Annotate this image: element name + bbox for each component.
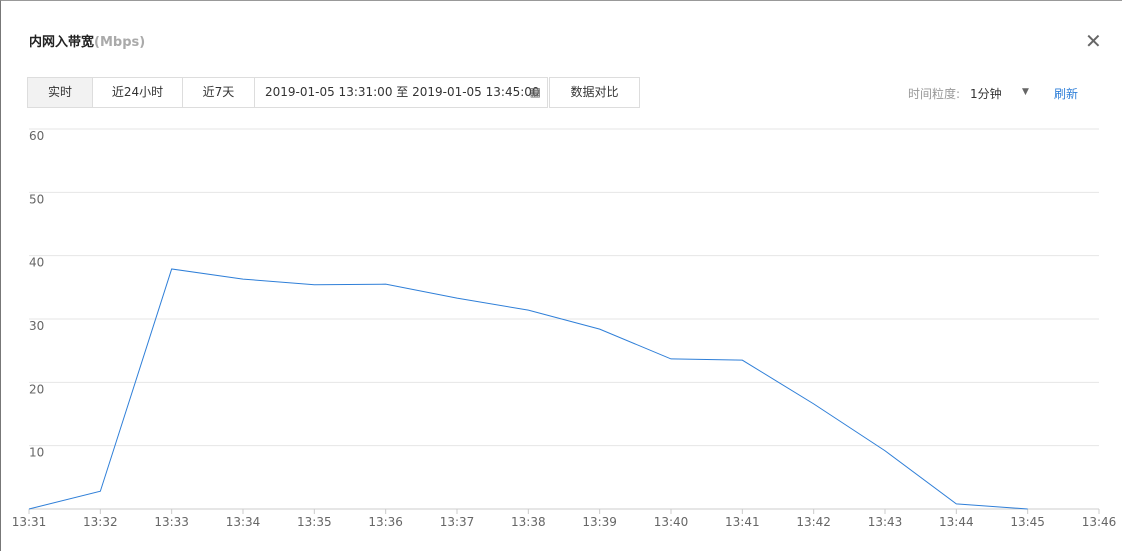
x-tick-label: 13:42 bbox=[796, 515, 831, 529]
data-line bbox=[28, 268, 1028, 510]
y-tick-label: 20 bbox=[29, 382, 44, 396]
date-picker[interactable]: 2019-01-05 13:31:00 至 2019-01-05 13:45:0… bbox=[254, 77, 548, 108]
x-tick-label: 13:40 bbox=[654, 515, 689, 529]
x-tick-label: 13:39 bbox=[582, 515, 617, 529]
x-tick-label: 13:46 bbox=[1082, 515, 1117, 529]
calendar-icon: ▦ bbox=[529, 85, 541, 99]
y-tick-label: 50 bbox=[29, 192, 44, 206]
toolbar: 实时 近24小时 近7天 2019-01-05 13:31:00 至 2019-… bbox=[27, 77, 640, 108]
x-tick-label: 13:36 bbox=[368, 515, 403, 529]
title-text: 内网入带宽 bbox=[29, 35, 95, 50]
close-button[interactable]: ✕ bbox=[1085, 29, 1102, 53]
x-tick-label: 13:43 bbox=[868, 515, 903, 529]
x-tick-label: 13:34 bbox=[226, 515, 261, 529]
x-tick-label: 13:44 bbox=[939, 515, 974, 529]
x-tick-label: 13:45 bbox=[1010, 515, 1045, 529]
refresh-link[interactable]: 刷新 bbox=[1054, 87, 1079, 101]
x-tick-label: 13:38 bbox=[511, 515, 546, 529]
y-tick-label: 60 bbox=[29, 129, 44, 143]
compare-button[interactable]: 数据对比 bbox=[549, 77, 640, 108]
x-tick-label: 13:37 bbox=[440, 515, 475, 529]
x-tick-label: 13:32 bbox=[83, 515, 118, 529]
x-tick-label: 13:35 bbox=[297, 515, 332, 529]
granularity-select[interactable]: 1分钟 ▼ bbox=[970, 87, 1029, 101]
tab[interactable]: 实时 bbox=[27, 77, 93, 108]
y-tick-label: 40 bbox=[29, 256, 44, 270]
x-tick-label: 13:33 bbox=[154, 515, 189, 529]
y-tick-label: 10 bbox=[29, 446, 44, 460]
y-tick-label: 30 bbox=[29, 319, 44, 333]
title: 内网入带宽(Mbps) bbox=[29, 31, 145, 50]
x-tick-label: 13:31 bbox=[12, 515, 47, 529]
date-range: 2019-01-05 13:31:00 至 2019-01-05 13:45:0… bbox=[265, 85, 540, 99]
granularity-label: 时间粒度: bbox=[908, 87, 961, 101]
title-unit: (Mbps) bbox=[94, 35, 146, 50]
x-tick-label: 13:41 bbox=[725, 515, 760, 529]
granularity-value: 1分钟 bbox=[970, 87, 1002, 101]
